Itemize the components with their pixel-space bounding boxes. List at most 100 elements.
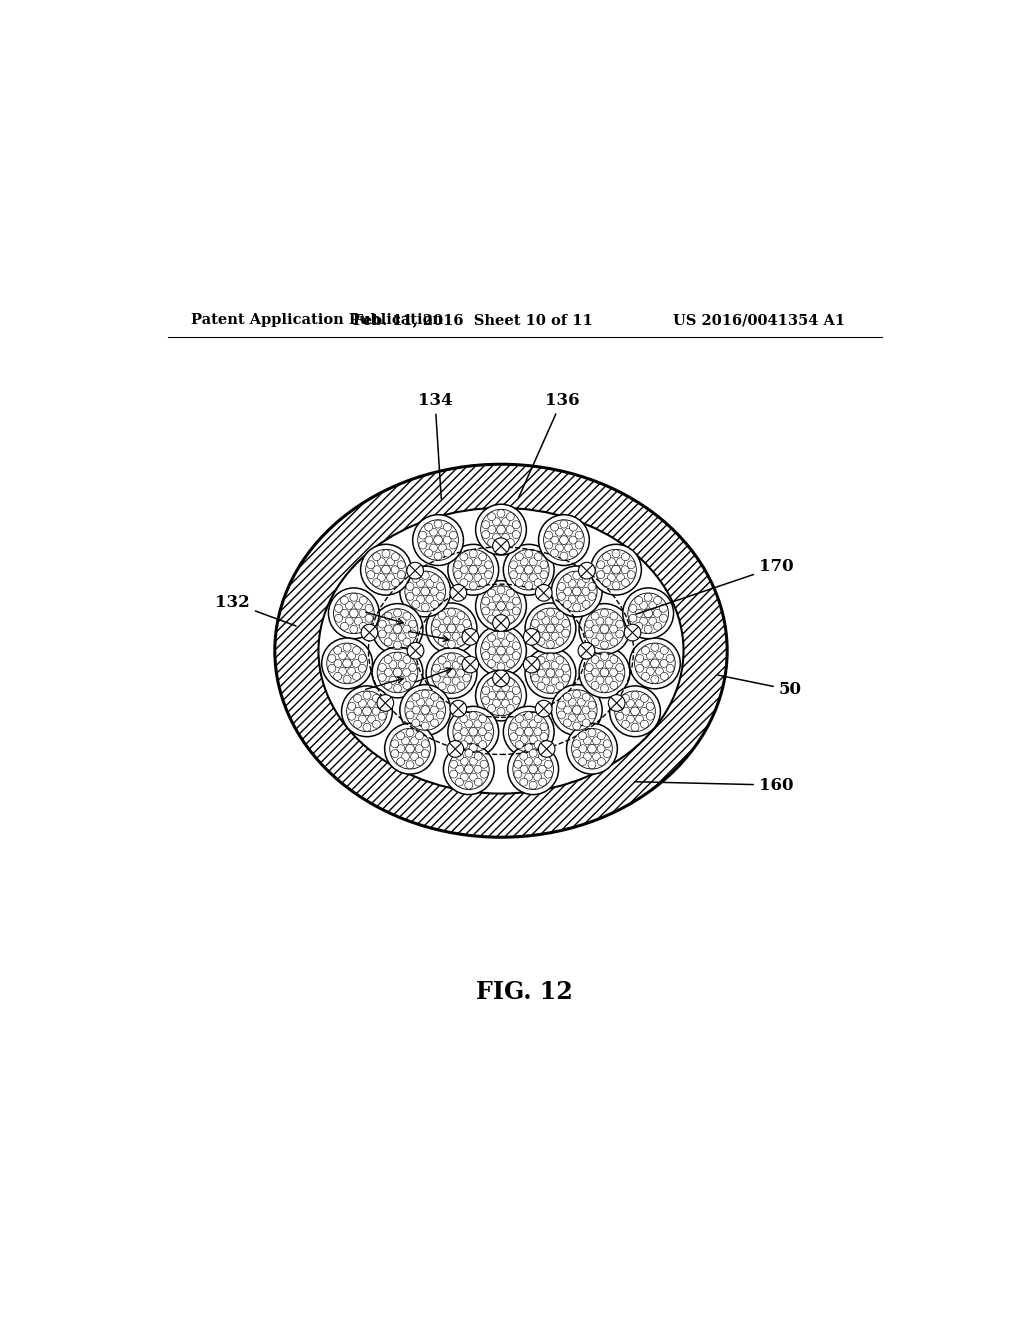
Circle shape bbox=[562, 619, 569, 627]
Circle shape bbox=[659, 614, 668, 622]
Circle shape bbox=[456, 779, 464, 787]
Circle shape bbox=[450, 701, 467, 717]
Circle shape bbox=[507, 678, 514, 686]
Circle shape bbox=[382, 549, 390, 557]
Circle shape bbox=[556, 669, 563, 677]
Circle shape bbox=[389, 618, 397, 626]
Circle shape bbox=[510, 561, 517, 569]
Circle shape bbox=[515, 553, 523, 561]
Circle shape bbox=[559, 536, 568, 544]
Circle shape bbox=[659, 605, 668, 612]
Circle shape bbox=[434, 552, 442, 560]
Circle shape bbox=[389, 660, 397, 668]
Circle shape bbox=[568, 714, 577, 722]
Circle shape bbox=[436, 701, 444, 709]
Circle shape bbox=[462, 628, 478, 645]
Circle shape bbox=[493, 684, 501, 692]
Circle shape bbox=[416, 731, 423, 739]
Circle shape bbox=[460, 727, 468, 735]
Circle shape bbox=[352, 672, 360, 680]
Circle shape bbox=[646, 668, 654, 676]
Circle shape bbox=[393, 642, 401, 649]
Circle shape bbox=[397, 561, 406, 569]
Circle shape bbox=[655, 652, 664, 660]
Circle shape bbox=[512, 531, 520, 539]
Circle shape bbox=[465, 764, 473, 774]
Circle shape bbox=[562, 630, 569, 638]
Circle shape bbox=[354, 602, 362, 610]
Circle shape bbox=[588, 701, 596, 709]
Circle shape bbox=[475, 671, 526, 721]
Circle shape bbox=[551, 632, 559, 640]
Circle shape bbox=[421, 739, 429, 747]
Circle shape bbox=[460, 758, 468, 766]
Circle shape bbox=[366, 614, 373, 622]
Circle shape bbox=[609, 686, 660, 737]
Circle shape bbox=[469, 711, 477, 719]
Circle shape bbox=[650, 659, 659, 668]
Circle shape bbox=[480, 770, 488, 777]
Circle shape bbox=[454, 561, 462, 569]
Circle shape bbox=[402, 668, 411, 676]
Circle shape bbox=[640, 708, 648, 715]
Circle shape bbox=[597, 561, 605, 569]
Circle shape bbox=[506, 647, 514, 655]
Circle shape bbox=[454, 723, 462, 731]
Circle shape bbox=[597, 570, 605, 578]
Circle shape bbox=[515, 741, 523, 748]
Circle shape bbox=[516, 566, 523, 574]
Circle shape bbox=[600, 642, 608, 649]
Circle shape bbox=[510, 723, 517, 731]
Circle shape bbox=[600, 609, 608, 616]
Circle shape bbox=[622, 566, 629, 574]
Circle shape bbox=[540, 733, 548, 741]
Circle shape bbox=[343, 659, 351, 668]
Circle shape bbox=[426, 648, 477, 698]
Circle shape bbox=[447, 669, 456, 677]
Circle shape bbox=[431, 601, 438, 609]
Circle shape bbox=[597, 731, 605, 739]
Circle shape bbox=[660, 672, 669, 680]
Circle shape bbox=[502, 639, 510, 647]
Circle shape bbox=[438, 656, 446, 664]
Circle shape bbox=[542, 616, 550, 624]
Circle shape bbox=[584, 752, 591, 760]
Circle shape bbox=[583, 719, 590, 727]
Circle shape bbox=[358, 700, 367, 708]
Circle shape bbox=[456, 766, 464, 774]
Circle shape bbox=[597, 758, 605, 766]
Circle shape bbox=[421, 572, 429, 579]
Circle shape bbox=[438, 528, 446, 536]
Circle shape bbox=[562, 675, 569, 682]
Circle shape bbox=[443, 661, 451, 669]
Circle shape bbox=[457, 638, 465, 645]
Circle shape bbox=[603, 739, 611, 747]
Circle shape bbox=[591, 681, 599, 689]
Circle shape bbox=[497, 692, 506, 700]
Circle shape bbox=[592, 668, 599, 676]
Circle shape bbox=[524, 582, 532, 590]
Circle shape bbox=[335, 605, 343, 612]
Circle shape bbox=[399, 685, 451, 735]
Circle shape bbox=[602, 553, 610, 561]
Circle shape bbox=[487, 525, 496, 533]
Circle shape bbox=[378, 664, 386, 672]
Circle shape bbox=[407, 593, 414, 601]
Circle shape bbox=[497, 676, 505, 684]
Circle shape bbox=[597, 744, 605, 752]
Circle shape bbox=[572, 706, 581, 714]
Circle shape bbox=[391, 566, 399, 574]
Circle shape bbox=[610, 612, 617, 620]
Circle shape bbox=[411, 752, 419, 760]
Circle shape bbox=[457, 624, 465, 632]
Text: FIG. 12: FIG. 12 bbox=[476, 979, 573, 1005]
Circle shape bbox=[484, 733, 493, 741]
Circle shape bbox=[538, 638, 545, 645]
Circle shape bbox=[497, 510, 505, 517]
Circle shape bbox=[450, 760, 458, 768]
Circle shape bbox=[529, 735, 538, 743]
Circle shape bbox=[563, 601, 571, 609]
Circle shape bbox=[524, 774, 532, 781]
Circle shape bbox=[636, 715, 643, 723]
Circle shape bbox=[524, 743, 532, 751]
